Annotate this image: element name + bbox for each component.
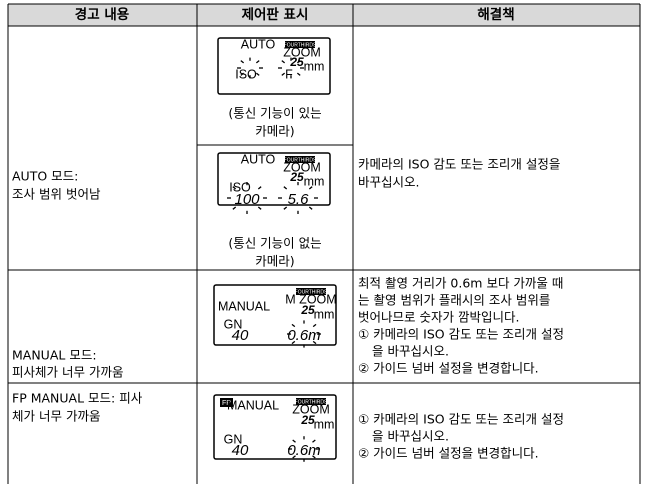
warning: FP MANUAL 모드: 피사 — [12, 391, 143, 406]
header-bg — [8, 4, 640, 26]
lcd-text: ZOOM — [283, 45, 321, 59]
lcd-display: FP MANUAL FOURTHIRDS ZOOM 25 mm GN 40 0.… — [213, 394, 337, 460]
blink-ray — [296, 72, 301, 76]
lcd-frame — [217, 152, 331, 206]
lcd-text: mm — [314, 307, 335, 321]
blink-ray — [308, 186, 313, 190]
lcd-frame — [217, 37, 331, 95]
lcd-text: 0.6m — [287, 442, 320, 459]
blink-ray — [292, 439, 296, 443]
blink-ray — [312, 439, 316, 443]
lcd-text: ZOOM — [292, 402, 330, 416]
solution: 는 촬영 범위가 플래시의 조사 범위를 — [358, 293, 550, 308]
lcd-text: 25 — [289, 170, 304, 184]
lcd-text: F — [285, 67, 293, 81]
solution: ① 카메라의 ISO 감도 또는 조리개 설정 — [358, 412, 564, 427]
blink-ray — [255, 60, 260, 64]
lcd-text: ISO — [229, 180, 251, 194]
warning: AUTO 모드: — [12, 169, 78, 184]
lcd-display: AUTO FOURTHIRDS ZOOM 25 mm ISO F — [217, 37, 331, 95]
blink-ray — [257, 206, 262, 210]
caption: 카메라) — [255, 254, 294, 269]
lcd-text: ISO — [235, 67, 257, 81]
solution: ② 가이드 넘버 설정을 변경합니다. — [358, 361, 539, 376]
lcd-text: ZOOM — [283, 160, 321, 174]
blink-ray — [232, 206, 237, 210]
lcd-frame — [213, 394, 337, 460]
lcd-text: MANUAL — [218, 299, 270, 313]
lcd-text: 40 — [232, 327, 249, 344]
blink-ray — [232, 186, 237, 190]
blink-indicators — [227, 57, 321, 462]
lcd-text: FOURTHIRDS — [284, 157, 317, 163]
blink-ray — [291, 340, 296, 345]
lcd-text: FOURTHIRDS — [295, 399, 328, 405]
blink-ray — [240, 72, 245, 76]
blink-ray — [296, 60, 301, 64]
blink-ray — [255, 72, 260, 76]
lcd-text: AUTO — [241, 152, 276, 166]
solution: 을 바꾸십시오. — [372, 429, 449, 444]
blink-ray — [283, 206, 288, 210]
lcd-text: 25 — [289, 55, 304, 69]
blink-ray — [240, 60, 245, 64]
lcd-display: MANUAL FOURTHIRDS M ZOOM 25 mm GN 40 0.6… — [213, 284, 337, 346]
lcd-text: mm — [304, 174, 325, 188]
lcd-text: mm — [314, 417, 335, 431]
blink-ray — [312, 455, 316, 459]
lcd-badge — [220, 398, 233, 407]
blink-ray — [291, 323, 296, 328]
blink-ray — [281, 60, 286, 64]
caption: (통신 기능이 있는 — [228, 106, 321, 121]
lcd-frame — [213, 284, 337, 346]
lcd-badge — [296, 288, 326, 295]
solution: 바꾸십시오. — [358, 175, 419, 190]
lcd-text: FOURTHIRDS — [295, 289, 328, 295]
warning: MANUAL 모드: — [12, 348, 97, 363]
lcd-text: FOURTHIRDS — [284, 42, 317, 48]
blink-ray — [312, 340, 317, 345]
solution: ② 가이드 넘버 설정을 변경합니다. — [358, 446, 539, 461]
solution: 을 바꾸십시오. — [372, 344, 449, 359]
warning: 체가 너무 가까움 — [12, 409, 100, 424]
lcd-text: mm — [304, 59, 325, 73]
warning: 조사 범위 벗어남 — [12, 187, 101, 202]
blink-ray — [283, 186, 288, 190]
lcd-text: 25 — [300, 303, 315, 317]
warning: 피사체가 너무 가까움 — [12, 365, 123, 380]
blink-ray — [312, 323, 317, 328]
solution: 최적 촬영 거리가 0.6m 보다 가까울 때 — [358, 276, 563, 291]
lcd-text: MANUAL — [227, 398, 279, 412]
lcd-text: M ZOOM — [285, 292, 336, 306]
lcd-text: AUTO — [241, 37, 276, 51]
lcd-text: 5.6 — [288, 191, 310, 208]
lcd-badge — [285, 156, 315, 163]
blink-ray — [308, 206, 313, 210]
lcd-text: GN — [224, 432, 243, 446]
header-cell: 경고 내용 — [75, 6, 129, 23]
blink-ray — [281, 72, 286, 76]
solution: 카메라의 ISO 감도 또는 조리개 설정을 — [358, 157, 560, 172]
lcd-text: 40 — [232, 442, 249, 459]
blink-ray — [292, 455, 296, 459]
table-grid — [7, 3, 641, 484]
lcd-text: 100 — [234, 191, 260, 208]
lcd-badge — [296, 398, 326, 405]
header-cell: 제어판 표시 — [242, 6, 309, 23]
lcd-text: 25 — [300, 413, 315, 427]
caption: (통신 기능이 없는 — [228, 236, 321, 251]
caption: 카메라) — [255, 124, 294, 139]
lcd-display: AUTO FOURTHIRDS ZOOM 25 mm ISO 100 5.6 — [217, 152, 331, 208]
lcd-badge — [285, 41, 315, 48]
solution: 벗어나므로 숫자가 깜박입니다. — [358, 310, 519, 325]
lcd-text: 0.6m — [287, 327, 320, 344]
header-cell: 해결책 — [477, 6, 514, 23]
lcd-text: FP — [222, 400, 231, 407]
blink-ray — [257, 186, 262, 190]
lcd-text: GN — [224, 317, 243, 331]
solution: ① 카메라의 ISO 감도 또는 조리개 설정 — [358, 327, 564, 342]
